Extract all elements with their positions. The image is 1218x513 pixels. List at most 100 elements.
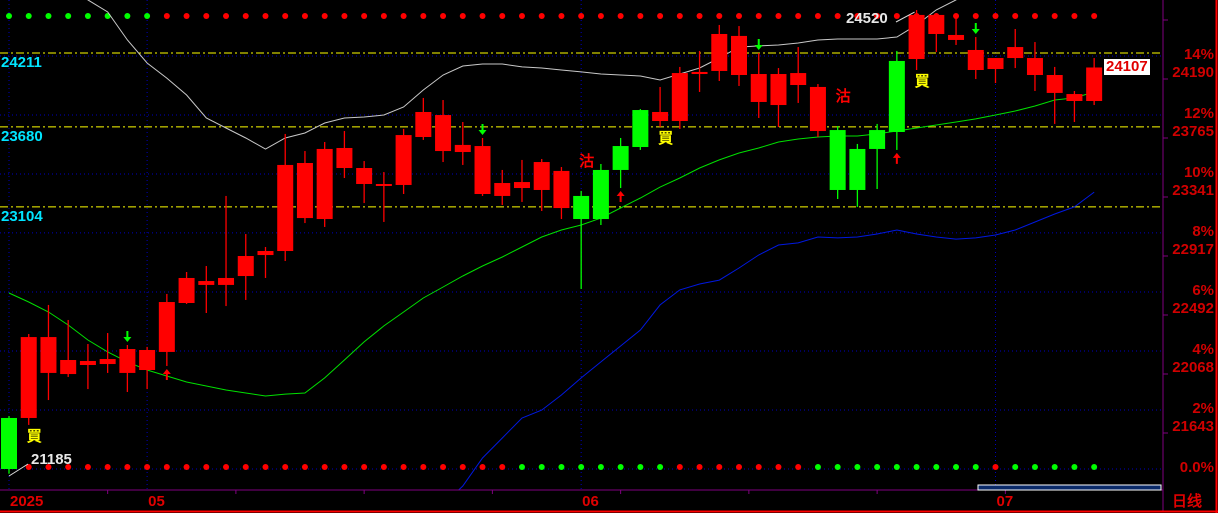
candle [60,319,77,377]
signal-dot-bottom [262,464,269,470]
signal-dot-top [716,13,723,19]
signal-dot-top [972,13,979,19]
signal-label: 買 [914,71,930,90]
signal-dot-bottom [1051,464,1058,470]
signal-dot-bottom [617,464,624,470]
signal-dot-top [84,13,91,19]
signal-dot-top [163,13,170,19]
signal-dot-top [420,13,427,19]
signal-dot-top [6,13,12,19]
candle [731,26,748,86]
candle [888,50,905,150]
signal-dot-top [144,13,151,19]
candle-body [652,111,669,122]
signal-dot-top [361,13,368,19]
level-label: 23680 [1,127,43,145]
axis-percent-label: 0.0% [1179,459,1214,476]
axis-price-label: 22492 [1172,300,1214,318]
signal-dot-top [242,13,249,19]
candle [79,344,96,390]
candle-body [691,71,708,75]
signal-dot-bottom [459,464,466,470]
candle [928,12,945,53]
signal-dot-bottom [321,464,328,470]
signal-dot-bottom [558,464,565,470]
signal-dot-top [1091,13,1098,19]
candle-body [592,169,609,220]
candle [415,97,432,140]
candle [553,167,570,220]
date-label: 07 [996,493,1014,510]
signal-dot-top [814,13,821,19]
signal-dot-top [262,13,269,19]
candle-body [178,277,195,304]
candle [908,10,925,70]
signal-label: 沽 [835,87,851,106]
candle [99,333,116,373]
signal-dot-top [25,13,32,19]
candle-body [948,34,965,40]
candle [198,266,215,314]
candle-body [218,277,235,285]
signal-dot-bottom [518,464,525,470]
candle [869,123,886,190]
candle [277,133,294,262]
level-label: 23104 [1,207,43,225]
candle-body [395,135,412,185]
axis-percent-label: 4% [1192,340,1214,358]
candle-body [967,49,984,70]
candle [1046,66,1063,124]
period-label[interactable]: 日线 [1172,493,1203,510]
signal-dot-bottom [953,464,960,470]
candle-body [336,147,353,169]
signal-dot-bottom [1031,464,1038,470]
candle [770,68,787,127]
candle-body [375,183,392,186]
axis-price-label: 22917 [1172,240,1214,258]
signal-dot-top [736,13,743,19]
signal-dot-top [874,13,881,19]
signal-dot-top [183,13,190,19]
signal-dot-top [321,13,328,19]
signal-dot-top [380,13,387,19]
candle [829,126,846,200]
candle-body [750,74,767,102]
signal-dot-bottom [124,464,131,470]
candle [158,293,175,366]
signal-dot-top [45,13,52,19]
signal-dot-bottom [163,464,170,470]
signal-dot-top [400,13,407,19]
arrow-down-icon [754,39,763,51]
candle-body [632,110,649,148]
signal-dot-bottom [795,464,802,470]
scrollbar[interactable] [977,484,1162,491]
axis-price-label: 22068 [1172,358,1214,376]
candle-body [1066,94,1083,101]
signal-dot-top [65,13,72,19]
signal-dot-bottom [755,464,762,470]
candle [1,416,17,474]
signal-dot-bottom [104,464,111,470]
signal-dot-top [755,13,762,19]
candle-body [731,35,748,75]
signal-dot-bottom [1071,464,1078,470]
candle [849,143,866,207]
signal-dot-top [578,13,585,19]
axis-percent-label: 12% [1183,105,1214,123]
candle [218,195,235,307]
signal-dot-top [203,13,210,19]
signal-label: 買 [658,128,674,147]
signal-dot-top [992,13,999,19]
candle-body [1,417,17,469]
candle [809,84,826,138]
signal-dot-bottom [1091,464,1098,470]
signal-dot-bottom [874,464,881,470]
candle-body [573,195,590,220]
candle-body [474,146,491,195]
last-price-tag: 24107 [1104,58,1150,75]
signal-dot-top [104,13,111,19]
signal-dot-top [696,13,703,19]
signal-dot-top [657,13,664,19]
candle [1007,28,1024,69]
